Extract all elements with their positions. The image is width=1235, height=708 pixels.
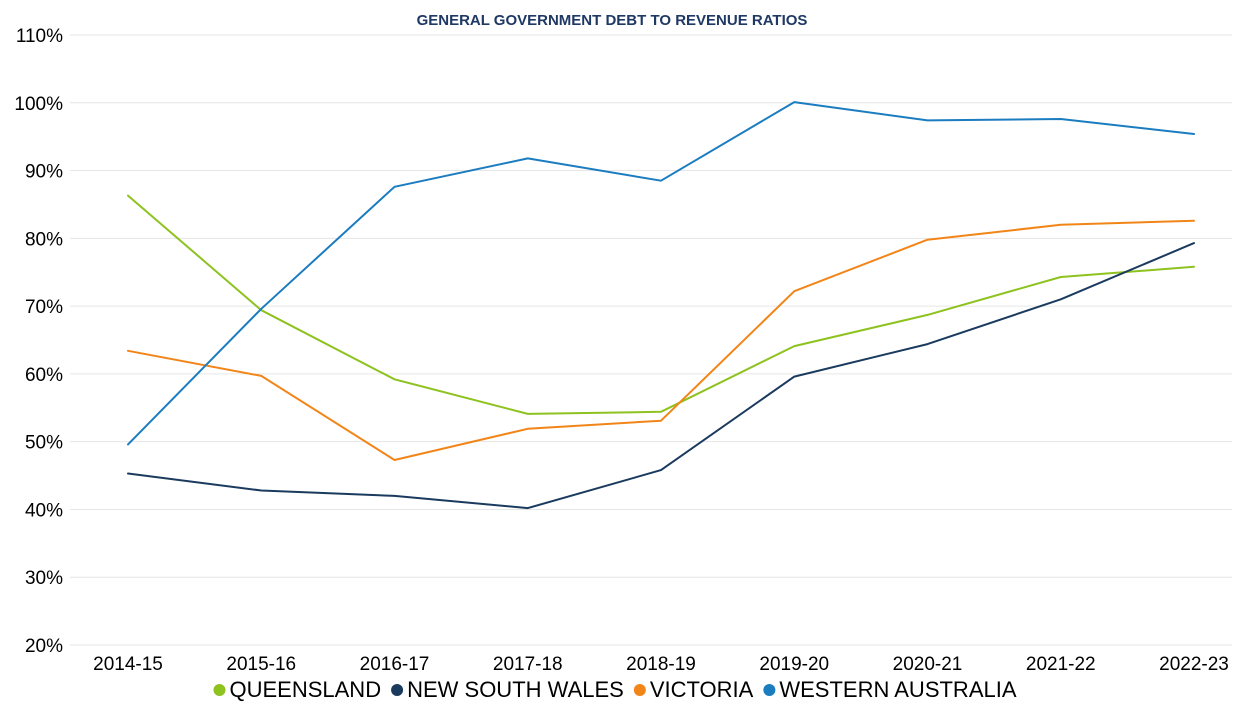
legend-item-queensland: QUEENSLAND [213,677,381,702]
y-tick-label: 30% [25,568,63,589]
legend-label: VICTORIA [650,677,754,702]
x-axis-ticks: 2014-15 2015-16 2016-17 2017-18 2018-19 2019-… [93,654,1229,675]
series-line-western-australia [127,101,1195,446]
y-tick-label: 100% [14,94,63,115]
legend-label: WESTERN AUSTRALIA [779,677,1016,702]
gridlines [70,34,1232,646]
x-tick-label: 2019-20 [759,654,829,675]
y-tick-label: 70% [25,297,63,318]
legend-label: NEW SOUTH WALES [407,677,624,702]
y-tick-label: 60% [25,365,63,386]
legend-marker [213,684,226,696]
series-line-queensland [127,194,1195,415]
x-tick-label: 2015-16 [226,654,296,675]
x-tick-label: 2017-18 [493,654,563,675]
x-tick-label: 2014-15 [93,654,163,675]
y-tick-label: 90% [25,162,63,183]
legend-marker [633,684,646,696]
series-lines [127,101,1195,510]
y-tick-label: 50% [25,433,63,454]
x-tick-label: 2018-19 [626,654,696,675]
y-tick-label: 20% [25,636,63,657]
legend-item-western-australia: WESTERN AUSTRALIA [763,677,1017,702]
legend: QUEENSLAND NEW SOUTH WALES VICTORIA WESTERN… [213,677,1017,702]
legend-marker [763,684,776,696]
legend-label: QUEENSLAND [229,677,381,702]
legend-item-victoria: VICTORIA [633,677,754,702]
y-axis-ticks: 20% 30% 40% 50% 60% 70% 80% 90% 100% 110% [14,26,63,657]
series-line-new-south-wales [127,242,1195,510]
y-tick-label: 40% [25,500,63,521]
x-tick-label: 2022-23 [1159,654,1229,675]
series-line-victoria [127,219,1195,461]
y-tick-label: 80% [25,229,63,250]
x-tick-label: 2016-17 [360,654,430,675]
x-tick-label: 2020-21 [893,654,963,675]
x-tick-label: 2021-22 [1026,654,1096,675]
legend-marker [391,684,404,696]
y-tick-label: 110% [16,26,63,47]
legend-item-new-south-wales: NEW SOUTH WALES [391,677,624,702]
chart-title: GENERAL GOVERNMENT DEBT TO REVENUE RATIO… [417,12,808,29]
